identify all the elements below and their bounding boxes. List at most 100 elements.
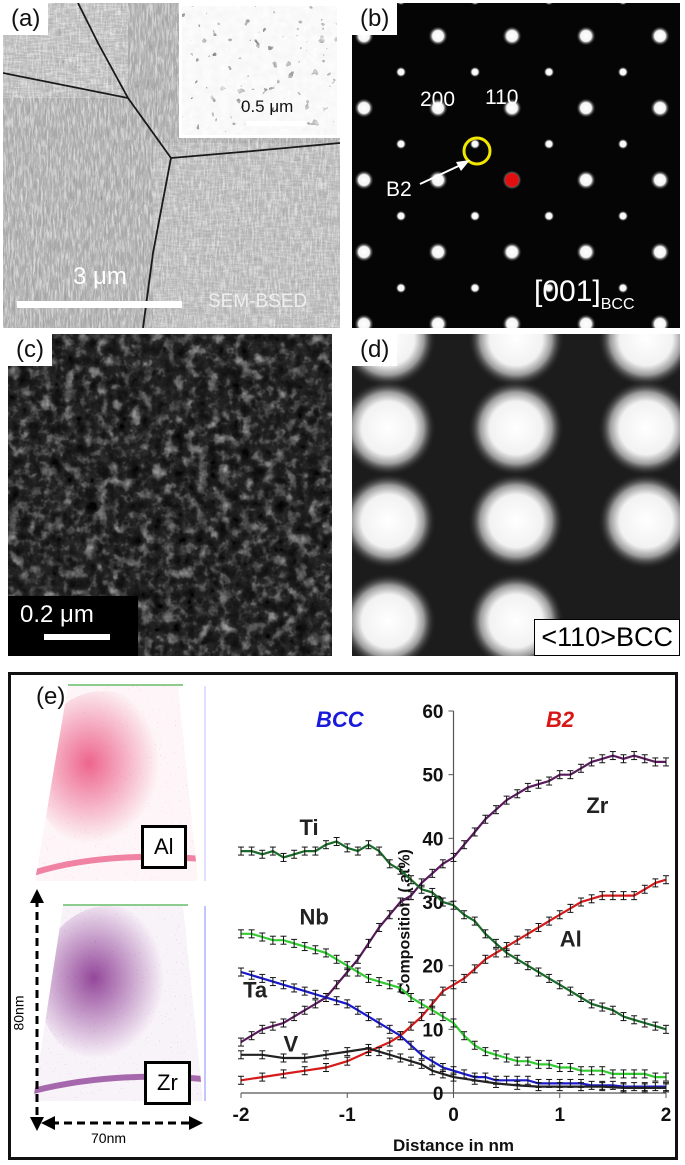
data-point-al <box>301 1066 308 1076</box>
diffraction-pattern <box>354 3 670 328</box>
data-point-v <box>397 1053 404 1063</box>
data-point-ta <box>259 973 266 983</box>
diffraction-spot <box>617 282 629 294</box>
series-line-al <box>240 878 667 1082</box>
data-point-ta <box>376 1018 383 1028</box>
diffraction-spot <box>650 242 670 262</box>
data-point-nb <box>503 1053 510 1063</box>
y-tick-label: 0 <box>433 1084 444 1105</box>
data-point-ti <box>386 859 393 869</box>
diffraction-spot <box>576 26 596 46</box>
data-point-nb <box>663 1072 669 1082</box>
data-point-ti <box>259 849 266 859</box>
data-point-al <box>418 1012 425 1022</box>
diffraction-spot <box>618 3 628 6</box>
data-point-v <box>418 1059 425 1069</box>
diffraction-spot <box>502 314 522 328</box>
data-point-nb <box>588 1066 595 1076</box>
data-point-al <box>344 1056 351 1066</box>
diffraction-spot <box>395 138 407 150</box>
data-point-zr <box>248 1031 255 1041</box>
data-point-ti <box>588 999 595 1009</box>
data-point-zr <box>238 1037 244 1047</box>
data-point-zr <box>652 757 659 767</box>
data-point-zr <box>482 814 489 824</box>
data-point-nb <box>269 935 276 945</box>
data-point-v <box>280 1053 287 1063</box>
panel-d: (d) <110>BCC <box>352 334 680 656</box>
data-point-zr <box>503 795 510 805</box>
y-tick-label: 40 <box>422 829 443 850</box>
data-point-al <box>609 891 616 901</box>
zone-axis-label: [001]BCC <box>534 275 635 314</box>
data-point-ti <box>461 910 468 920</box>
data-point-ta <box>652 1082 659 1092</box>
data-point-al <box>620 891 627 901</box>
data-point-nb <box>365 973 372 983</box>
diffraction-spot <box>469 282 481 294</box>
data-point-al <box>408 1021 414 1031</box>
x-axis-label: Distance in nm <box>393 1136 514 1151</box>
diffraction-spot <box>469 210 481 222</box>
data-point-zr <box>354 954 361 964</box>
panel-b: (b) 200 110 B2 [001]BCC <box>352 3 680 328</box>
data-point-ti <box>408 875 414 885</box>
map-zr-label: Zr <box>144 1061 191 1105</box>
data-point-nb <box>471 1040 478 1050</box>
detector-label: SEM-BSED <box>208 291 308 312</box>
panel-c-scalebar <box>44 634 110 640</box>
data-point-nb <box>546 1059 553 1069</box>
data-point-ta <box>429 1056 436 1066</box>
data-point-zr <box>365 938 372 948</box>
data-point-nb <box>291 938 298 948</box>
data-point-nb <box>620 1069 627 1079</box>
data-point-nb <box>578 1066 584 1076</box>
series-label-v: V <box>284 1032 299 1057</box>
data-point-ta <box>312 989 319 999</box>
diffraction-spot <box>617 138 629 150</box>
y-tick-label: 50 <box>422 766 443 787</box>
data-point-nb <box>493 1050 499 1060</box>
data-point-ti <box>269 846 276 856</box>
panel-a-micrograph <box>3 3 340 328</box>
panel-a: (a) 0.5 μm 3 μm SEM-BSED <box>3 3 340 328</box>
data-point-zr <box>524 782 531 792</box>
data-point-ti <box>609 1005 616 1015</box>
data-point-nb <box>418 999 425 1009</box>
data-point-ta <box>344 999 351 1009</box>
data-point-ti <box>535 967 542 977</box>
data-point-nb <box>408 993 414 1002</box>
data-point-zr <box>567 770 574 780</box>
data-point-ti <box>323 840 329 850</box>
data-point-ti <box>238 846 244 856</box>
data-point-ta <box>588 1080 595 1090</box>
data-point-ti <box>620 1012 627 1022</box>
data-point-zr <box>609 751 616 761</box>
data-point-nb <box>323 948 329 958</box>
data-point-zr <box>269 1021 276 1031</box>
data-point-nb <box>631 1069 638 1079</box>
diffraction-spot <box>428 26 448 46</box>
data-point-al <box>588 894 595 904</box>
data-point-ta <box>301 986 308 996</box>
data-point-ta <box>323 993 329 1002</box>
diffraction-spot <box>543 138 555 150</box>
data-point-nb <box>556 1063 563 1073</box>
inset-scalebar <box>246 121 306 126</box>
diffraction-spot <box>469 138 481 150</box>
diffraction-spot <box>543 66 555 78</box>
data-point-ti <box>344 843 351 853</box>
diffraction-spot <box>354 242 374 262</box>
data-point-ti <box>376 846 383 856</box>
data-point-ta <box>354 1005 361 1015</box>
data-point-ti <box>578 993 584 1002</box>
data-point-ta <box>291 983 298 993</box>
data-point-ti <box>503 948 510 958</box>
data-point-ta <box>418 1050 425 1060</box>
data-point-nb <box>514 1056 521 1066</box>
data-point-nb <box>259 932 266 942</box>
diffraction-spot <box>395 66 407 78</box>
data-point-ti <box>397 865 404 875</box>
data-point-zr <box>301 1005 308 1015</box>
